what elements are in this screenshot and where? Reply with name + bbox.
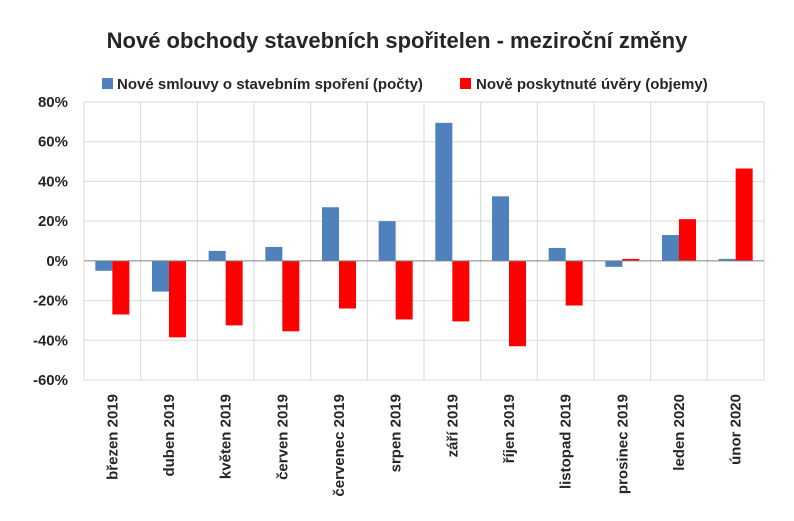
legend-swatch-series-1 xyxy=(102,78,113,89)
y-tick-label: 80% xyxy=(38,94,68,111)
y-tick-label: 40% xyxy=(38,173,68,190)
bar-series-1 xyxy=(548,247,566,261)
bar-series-1 xyxy=(605,260,623,267)
bar-series-2 xyxy=(169,260,186,338)
y-tick-label: 0% xyxy=(46,253,68,270)
x-tick-label: březen 2019 xyxy=(104,394,121,480)
x-tick-labels: březen 2019 duben 2019 květen 2019 červen 2… xyxy=(104,394,744,497)
bar-series-2 xyxy=(735,168,753,261)
y-tick-label: 60% xyxy=(38,134,68,151)
bar-series-2 xyxy=(509,260,526,347)
chart-title: Nové obchody stavebních spořitelen - mez… xyxy=(107,28,688,53)
y-tick-label: 20% xyxy=(38,213,68,230)
bar-series-1 xyxy=(492,196,509,261)
y-tick-labels: -60% -40% -20% 0% 20% 40% 60% 80% xyxy=(33,94,68,389)
bar-series-1 xyxy=(322,207,339,261)
bar-series-1 xyxy=(95,260,113,271)
bar-series-2 xyxy=(225,260,243,326)
bar-series-1 xyxy=(718,258,736,261)
y-tick-label: -60% xyxy=(33,372,68,389)
bar-series-1 xyxy=(152,260,169,292)
bar-series-1 xyxy=(662,235,679,261)
bars xyxy=(95,122,753,347)
bar-series-2 xyxy=(565,260,583,306)
legend-swatch-series-2 xyxy=(460,78,471,89)
x-tick-label: leden 2020 xyxy=(671,394,688,471)
gridlines xyxy=(83,101,765,381)
y-tick-label: -40% xyxy=(33,332,68,349)
x-tick-label: červen 2019 xyxy=(274,394,291,480)
bar-series-1 xyxy=(435,122,453,261)
legend-label-series-1: Nové smlouvy o stavebním spoření (počty) xyxy=(117,76,423,93)
x-tick-label: září 2019 xyxy=(444,394,461,457)
bar-series-1 xyxy=(265,246,283,261)
bar-series-1 xyxy=(378,221,396,261)
bar-series-2 xyxy=(622,258,640,261)
x-tick-label: únor 2020 xyxy=(728,394,745,465)
bar-series-2 xyxy=(112,260,130,315)
y-tick-label: -20% xyxy=(33,293,68,310)
x-tick-label: říjen 2019 xyxy=(501,394,518,463)
bar-series-2 xyxy=(452,260,470,322)
bar-series-2 xyxy=(679,219,696,261)
x-tick-label: květen 2019 xyxy=(218,394,235,479)
bar-series-2 xyxy=(395,260,413,320)
x-tick-label: prosinec 2019 xyxy=(614,394,631,494)
bar-series-2 xyxy=(282,260,300,332)
x-tick-label: červenec 2019 xyxy=(331,394,348,497)
x-tick-label: srpen 2019 xyxy=(388,394,405,472)
bar-series-1 xyxy=(208,250,226,261)
legend: Nové smlouvy o stavebním spoření (počty)… xyxy=(102,76,708,93)
legend-label-series-2: Nově poskytnuté úvěry (objemy) xyxy=(476,76,708,93)
bar-series-2 xyxy=(339,260,356,309)
x-tick-label: duben 2019 xyxy=(161,394,178,477)
x-tick-label: listopad 2019 xyxy=(558,394,575,489)
